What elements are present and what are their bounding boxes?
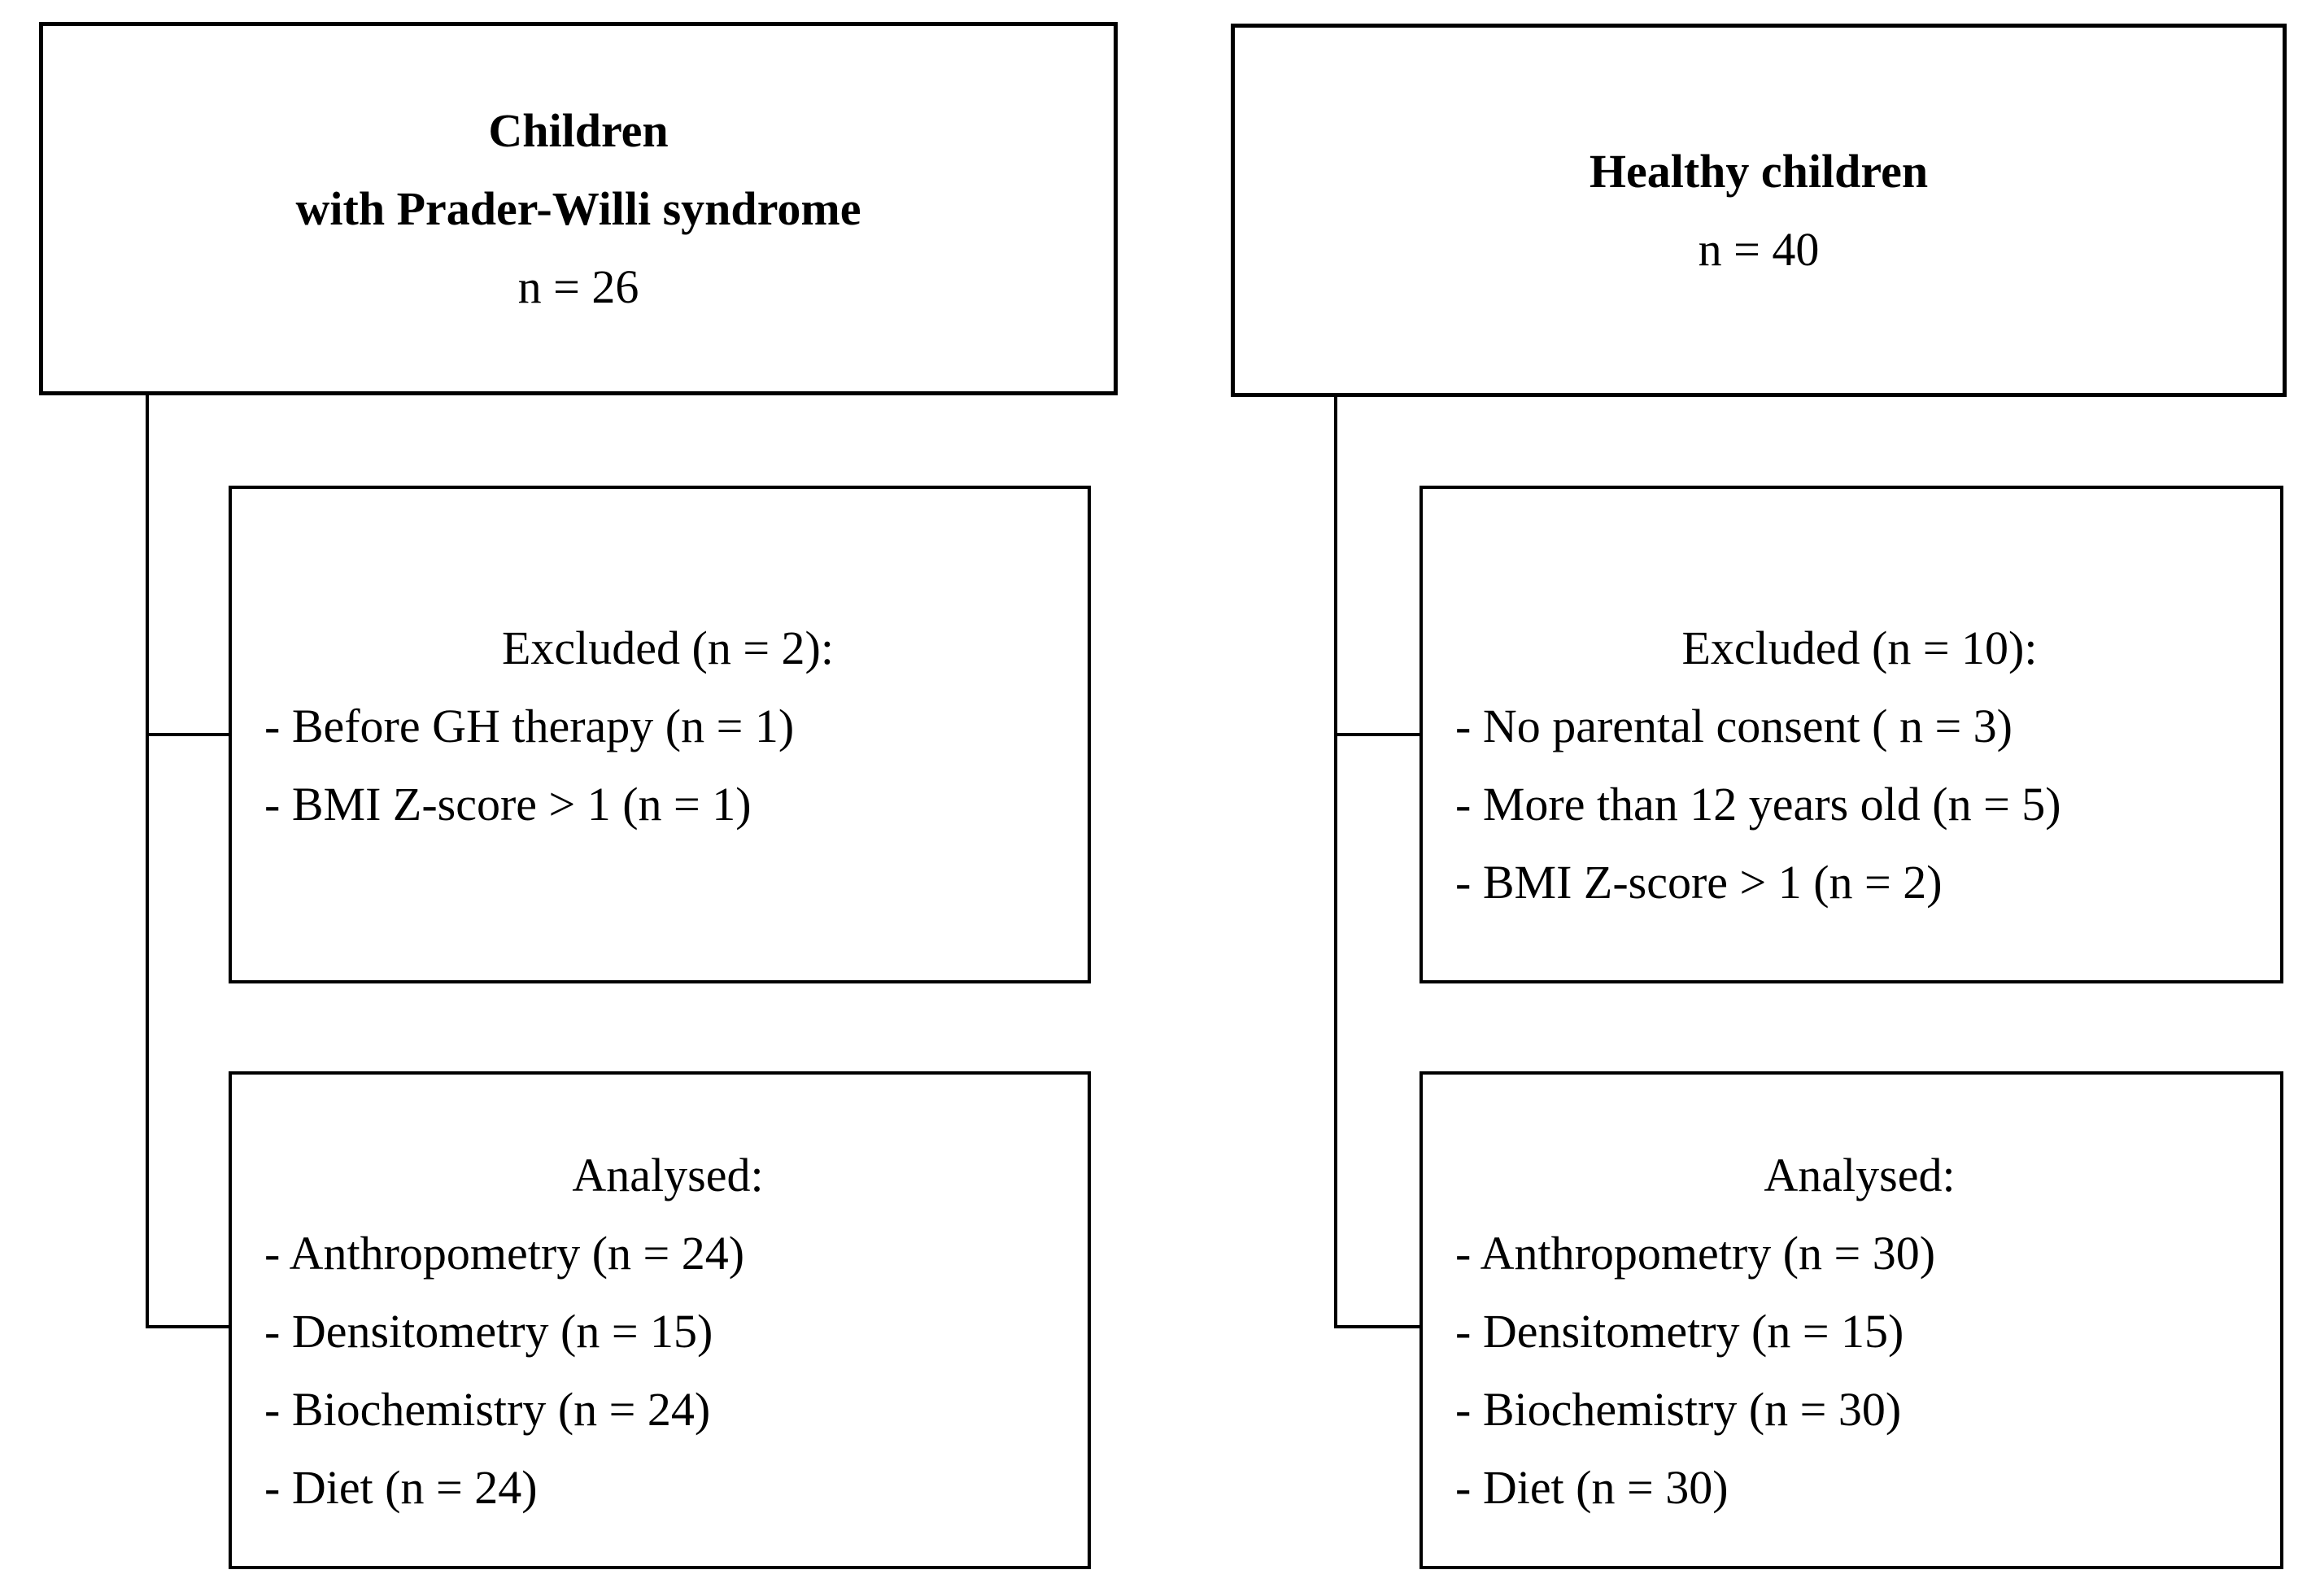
healthy-vertical-connector-line <box>1334 397 1337 1328</box>
pws-analysed-item: - Biochemistry (n = 24) <box>264 1383 711 1436</box>
pws-analysed-item: - Densitometry (n = 15) <box>264 1305 713 1358</box>
healthy-analysed-item: - Densitometry (n = 15) <box>1455 1305 1904 1358</box>
healthy-analysed-item: - Anthropometry (n = 30) <box>1455 1227 1936 1280</box>
healthy-excluded-branch-line <box>1334 733 1419 736</box>
pws-analysed-branch-line <box>146 1325 229 1328</box>
healthy-analysed-title: Analysed: <box>1764 1149 1956 1201</box>
healthy-analysed-item: - Biochemistry (n = 30) <box>1455 1383 1902 1436</box>
healthy-excluded-item: - BMI Z-score > 1 (n = 2) <box>1455 856 1943 909</box>
pws-group-title-line2: with Prader-Willi syndrome <box>295 181 861 235</box>
healthy-group-box: Healthy children n = 40 <box>1231 24 2287 397</box>
pws-excluded-title: Excluded (n = 2): <box>502 621 834 674</box>
healthy-excluded-item: - More than 12 years old (n = 5) <box>1455 778 2061 831</box>
pws-group-count: n = 26 <box>517 259 639 313</box>
healthy-analysed-item: - Diet (n = 30) <box>1455 1461 1729 1514</box>
pws-excluded-branch-line <box>146 733 229 736</box>
healthy-analysed-branch-line <box>1334 1325 1419 1328</box>
healthy-excluded-box: Excluded (n = 10): - No parental consent… <box>1419 486 2283 983</box>
healthy-excluded-item: - No parental consent ( n = 3) <box>1455 700 2013 752</box>
pws-excluded-item: - Before GH therapy (n = 1) <box>264 700 795 752</box>
pws-group-box: Children with Prader-Willi syndrome n = … <box>39 22 1118 395</box>
healthy-excluded-title: Excluded (n = 10): <box>1681 621 2038 674</box>
pws-analysed-box: Analysed: - Anthropometry (n = 24) - Den… <box>229 1071 1091 1569</box>
pws-excluded-box: Excluded (n = 2): - Before GH therapy (n… <box>229 486 1091 983</box>
pws-excluded-item: - BMI Z-score > 1 (n = 1) <box>264 778 752 831</box>
healthy-analysed-box: Analysed: - Anthropometry (n = 30) - Den… <box>1419 1071 2283 1569</box>
pws-vertical-connector-line <box>146 395 149 1328</box>
healthy-group-title: Healthy children <box>1589 144 1929 198</box>
pws-analysed-item: - Anthropometry (n = 24) <box>264 1227 745 1280</box>
pws-analysed-title: Analysed: <box>572 1149 764 1201</box>
pws-group-title-line1: Children <box>488 103 669 157</box>
pws-analysed-item: - Diet (n = 24) <box>264 1461 538 1514</box>
healthy-group-count: n = 40 <box>1698 222 1820 276</box>
